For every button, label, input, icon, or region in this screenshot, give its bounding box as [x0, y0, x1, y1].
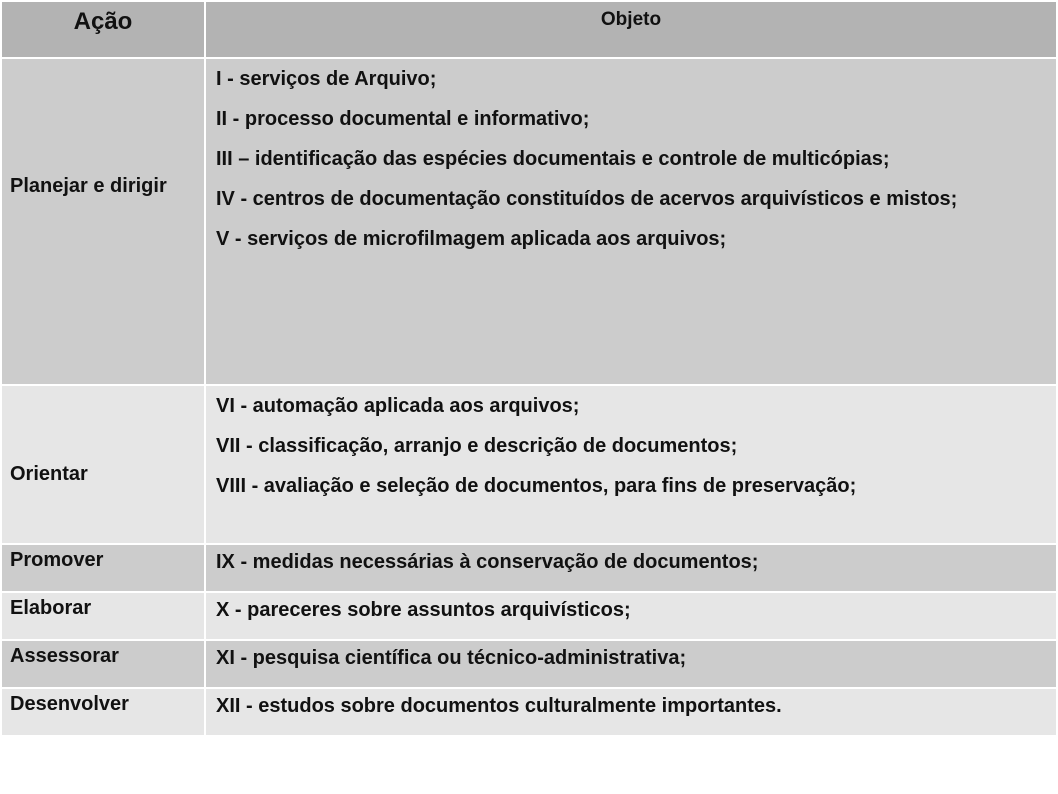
table-row: Desenvolver XII - estudos sobre document… [0, 687, 1058, 737]
header-objeto: Objeto [204, 0, 1058, 59]
objeto-cell: IX - medidas necessárias à conservação d… [204, 543, 1058, 593]
objeto-item: II - processo documental e informativo; [216, 108, 590, 130]
table-row: Promover IX - medidas necessárias à cons… [0, 543, 1058, 593]
objeto-cell: XII - estudos sobre documentos culturalm… [204, 687, 1058, 737]
header-acao: Ação [0, 0, 206, 59]
table-header: Ação Objeto [0, 0, 1058, 59]
objeto-item: V - serviços de microfilmagem aplicada a… [216, 228, 727, 250]
objeto-cell: X - pareceres sobre assuntos arquivístic… [204, 591, 1058, 641]
table-row: Elaborar X - pareceres sobre assuntos ar… [0, 591, 1058, 641]
objeto-item: VIII - avaliação e seleção de documentos… [216, 475, 857, 497]
table-row: Assessorar XI - pesquisa científica ou t… [0, 639, 1058, 689]
acao-cell: Promover [0, 543, 206, 593]
acao-cell: Planejar e dirigir [0, 57, 206, 386]
acao-cell: Assessorar [0, 639, 206, 689]
objeto-cell: VI - automação aplicada aos arquivos; VI… [204, 384, 1058, 545]
objeto-item: VI - automação aplicada aos arquivos; [216, 395, 580, 417]
objeto-cell: I - serviços de Arquivo; II - processo d… [204, 57, 1058, 386]
table-row: Planejar e dirigir I - serviços de Arqui… [0, 57, 1058, 386]
objeto-item: XII - estudos sobre documentos culturalm… [216, 695, 782, 717]
objeto-item: IV - centros de documentação constituído… [216, 188, 958, 210]
acao-cell: Desenvolver [0, 687, 206, 737]
objeto-cell: XI - pesquisa científica ou técnico-admi… [204, 639, 1058, 689]
acao-objeto-table: Ação Objeto Planejar e dirigir I - servi… [0, 0, 1058, 737]
objeto-item: IX - medidas necessárias à conservação d… [216, 551, 759, 573]
table-row: Orientar VI - automação aplicada aos arq… [0, 384, 1058, 545]
objeto-item: XI - pesquisa científica ou técnico-admi… [216, 647, 687, 669]
objeto-item: III – identificação das espécies documen… [216, 148, 890, 170]
objeto-item: VII - classificação, arranjo e descrição… [216, 435, 738, 457]
acao-cell: Orientar [0, 384, 206, 545]
acao-cell: Elaborar [0, 591, 206, 641]
objeto-item: X - pareceres sobre assuntos arquivístic… [216, 599, 631, 621]
objeto-item: I - serviços de Arquivo; [216, 68, 437, 90]
